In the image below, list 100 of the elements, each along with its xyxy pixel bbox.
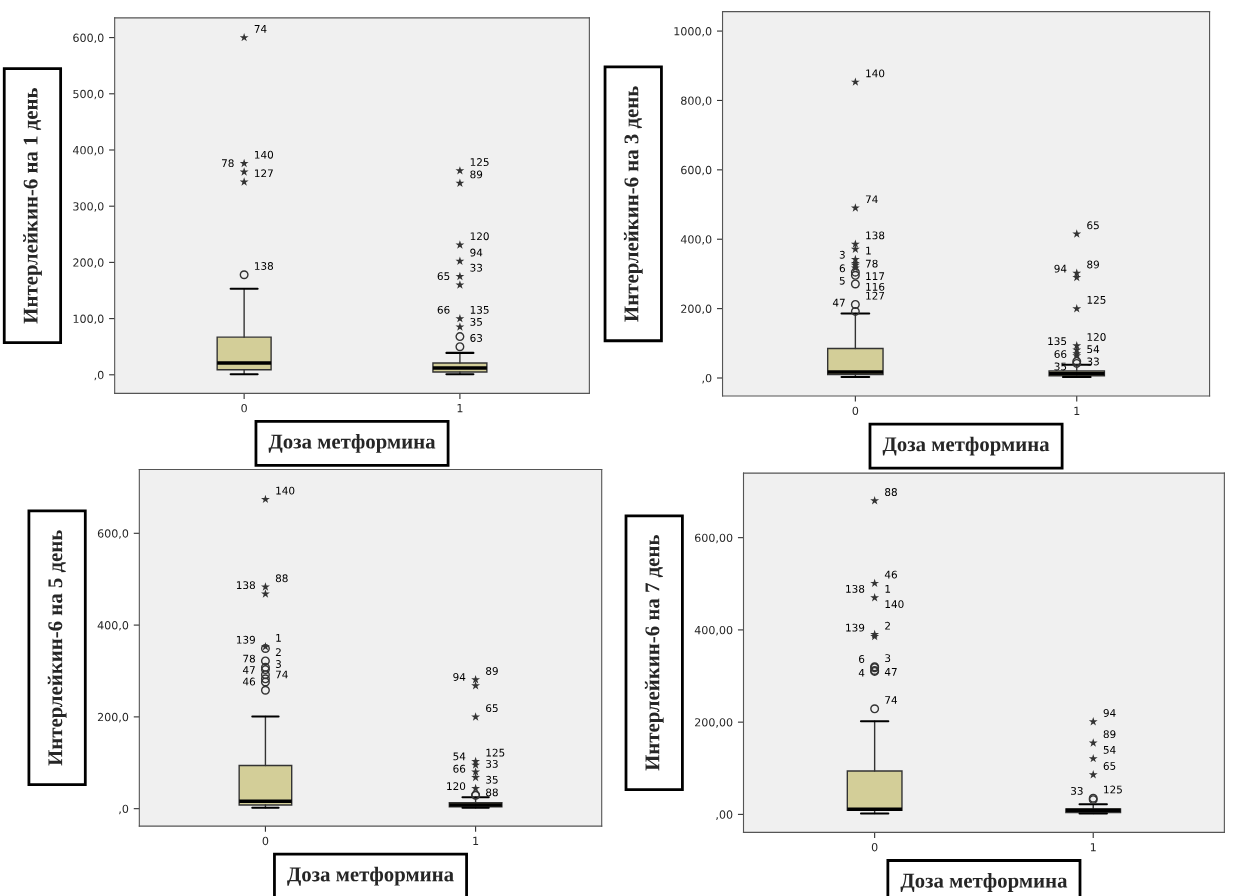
annotation: 140 [276,486,295,495]
annotation: 138 [866,231,885,240]
annotation: 65 [1103,762,1116,770]
annotation: 125 [1104,785,1122,794]
annotation: 54 [1087,345,1100,354]
x-axis-title: Доза метформина [900,873,1068,892]
y-tick-label: 200,0 [97,712,129,723]
annotation: 46 [884,570,897,579]
annotation: 2 [885,621,890,630]
x-axis-title: Доза метформина [287,866,454,886]
annotation: 89 [486,667,498,675]
annotation: 5 [839,276,845,285]
annotation: 1 [276,634,281,642]
y-tick-label: 500,0 [73,89,104,100]
annotation: 47 [242,666,255,674]
annotation: 140 [866,69,885,78]
annotation: 88 [486,788,498,797]
annotation: 47 [832,298,845,307]
x-tick-label: 0 [852,406,859,416]
y-tick-label: 600,0 [97,529,129,539]
annotation: 140 [255,150,274,159]
y-tick-label: 400,0 [680,235,712,245]
annotation: 65 [437,272,450,281]
annotation: 88 [885,488,897,496]
y-tick-label: 200,00 [695,718,733,728]
y-tick-label: 400,0 [72,145,104,156]
y-tick-label: 200,0 [681,304,712,315]
annotation: 117 [866,272,885,280]
annotation: 135 [1048,337,1067,346]
y-tick-label: 600,00 [694,533,733,544]
annotation: 63 [470,334,483,342]
y-tick-label: 200,0 [73,258,104,268]
annotation: 125 [486,748,505,757]
annotation: 89 [1087,260,1099,269]
y-tick-label: 600,0 [681,165,712,176]
annotation: 1 [885,585,891,593]
annotation: 89 [470,170,483,179]
annotation: 125 [1087,295,1106,304]
x-tick-label: 0 [871,843,878,852]
annotation: 125 [470,158,489,166]
annotation: 65 [1087,221,1099,230]
annotation: 138 [255,262,274,270]
annotation: 54 [453,752,466,761]
annotation: 35 [470,317,482,326]
annotation: 120 [1087,333,1106,341]
annotation: 66 [453,764,466,773]
annotation: 65 [486,704,498,713]
annotation: 88 [275,574,288,583]
annotation: 3 [275,660,281,668]
annotation: 138 [236,581,255,590]
annotation: 120 [470,232,489,241]
annotation: 139 [846,623,865,632]
annotation: 94 [1103,709,1116,717]
annotation: 4 [858,669,865,677]
annotation: 46 [242,677,256,686]
annotation: 74 [865,195,878,204]
annotation: 89 [1103,730,1116,739]
annotation: 33 [486,759,498,768]
x-axis-title: Доза метформина [268,433,436,453]
annotation: 2 [275,648,281,656]
annotation: 35 [1054,362,1067,371]
annotation: 33 [1071,786,1083,795]
annotation: 66 [1054,350,1067,359]
x-tick-label: 0 [241,403,247,413]
annotation: 127 [866,291,885,300]
y-axis-title: Интерлейкин-6 на 5 день [47,530,67,766]
annotation: 74 [254,25,267,33]
annotation: 94 [453,673,466,681]
annotation: 74 [276,670,288,679]
annotation: 6 [839,264,845,273]
annotation: 35 [486,775,498,784]
y-tick-label: 800,0 [681,96,712,106]
annotation: 3 [885,654,891,663]
annotation: 6 [859,655,865,663]
annotation: 135 [470,305,489,314]
annotation: 120 [447,782,466,791]
y-tick-label: ,0 [119,804,129,815]
y-tick-label: ,00 [716,810,733,820]
y-axis-title: Интерлейкин-6 на 1 день [23,87,42,324]
y-tick-label: ,0 [94,370,104,381]
annotation: 127 [255,169,273,178]
annotation: 116 [866,282,885,291]
annotation: 47 [884,668,897,676]
y-tick-label: 400,00 [694,625,733,636]
y-tick-label: 400,0 [97,621,129,631]
annotation: 74 [885,696,898,704]
y-tick-label: 100,0 [73,314,104,325]
y-tick-label: 1000,0 [674,27,712,37]
annotation: 54 [1103,746,1116,754]
annotation: 94 [470,248,483,257]
annotation: 140 [885,600,904,609]
x-axis-title: Доза метформина [882,436,1050,456]
x-tick-label: 1 [457,404,463,413]
annotation: 94 [1054,264,1067,273]
y-tick-label: ,0 [702,373,712,384]
y-axis-title: Интерлейкин-6 на 3 день [623,86,643,322]
annotation: 139 [236,635,255,644]
annotation: 66 [437,305,450,314]
annotation: 78 [865,259,878,268]
annotation: 3 [839,250,845,259]
